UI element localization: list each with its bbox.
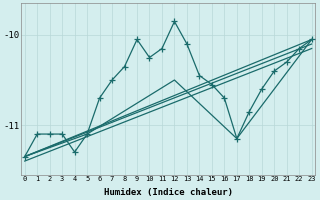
X-axis label: Humidex (Indice chaleur): Humidex (Indice chaleur) <box>104 188 233 197</box>
